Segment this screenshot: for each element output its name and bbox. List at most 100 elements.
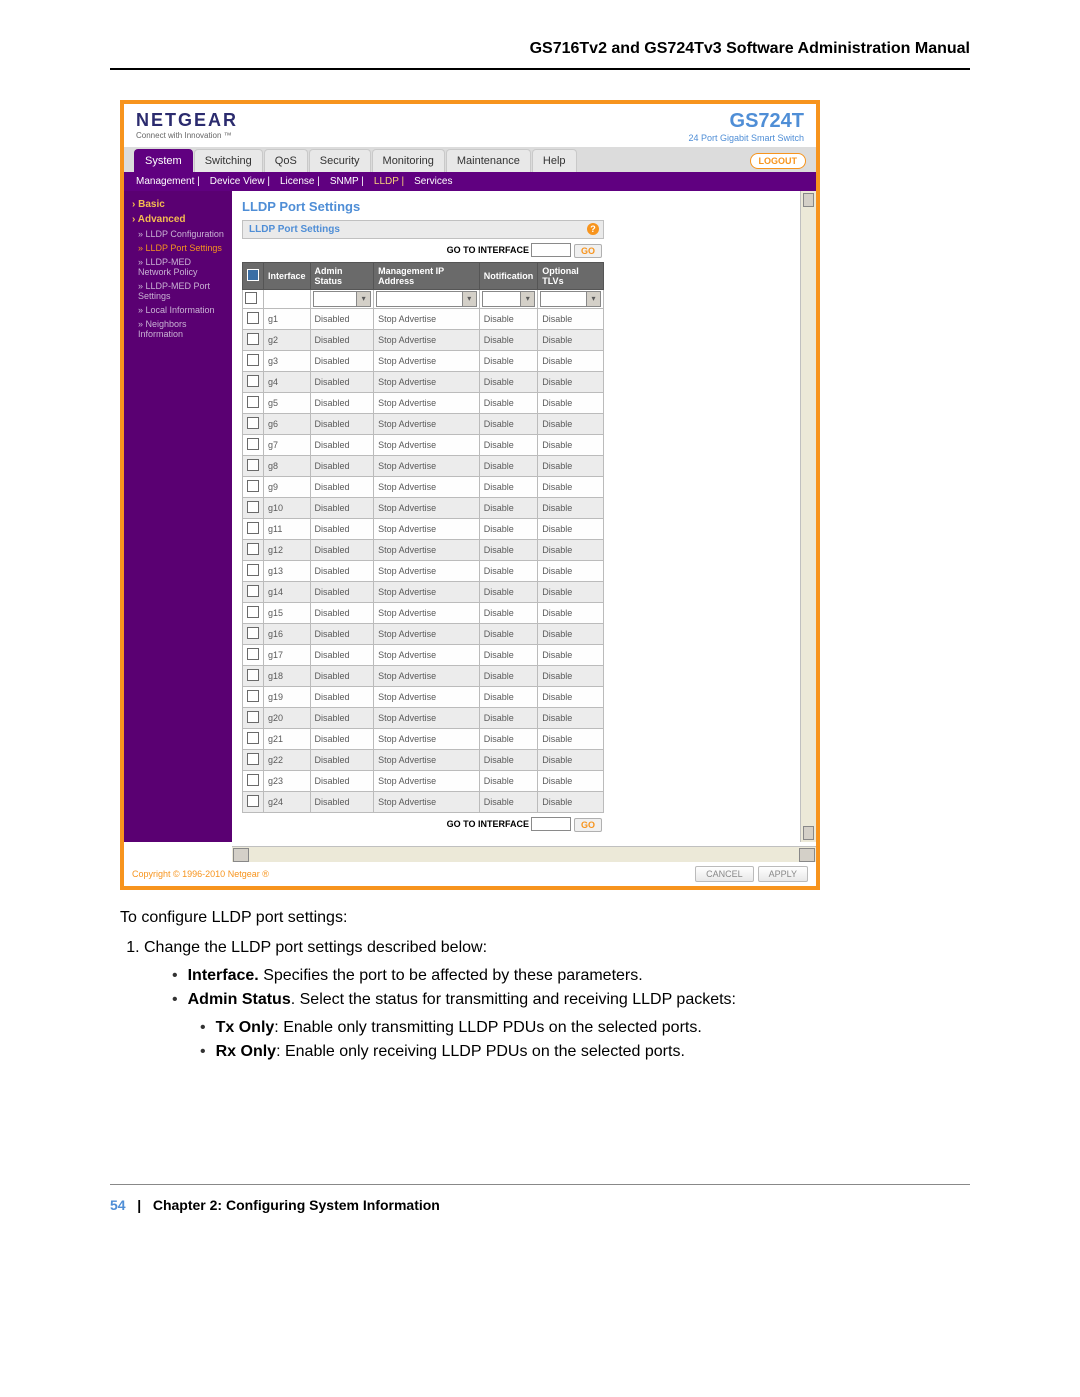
column-header bbox=[243, 262, 264, 289]
tab-help[interactable]: Help bbox=[532, 149, 577, 172]
logout-button[interactable]: LOGOUT bbox=[750, 153, 807, 169]
row-checkbox[interactable] bbox=[247, 627, 259, 639]
row-checkbox[interactable] bbox=[247, 753, 259, 765]
sidebar-section[interactable]: › Basic bbox=[124, 197, 232, 212]
subtab-device-view[interactable]: Device View | bbox=[210, 176, 270, 187]
column-header: Management IP Address bbox=[374, 262, 480, 289]
subtab-management[interactable]: Management | bbox=[136, 176, 200, 187]
filter-select[interactable]: ▾ bbox=[540, 291, 601, 307]
row-checkbox[interactable] bbox=[247, 795, 259, 807]
sidebar-item[interactable]: » LLDP-MED Network Policy bbox=[124, 255, 232, 279]
subtab-lldp[interactable]: LLDP | bbox=[374, 176, 404, 187]
column-header: Admin Status bbox=[310, 262, 374, 289]
model-block: GS724T 24 Port Gigabit Smart Switch bbox=[688, 110, 804, 143]
row-checkbox[interactable] bbox=[247, 438, 259, 450]
row-checkbox[interactable] bbox=[247, 669, 259, 681]
doc-header: GS716Tv2 and GS724Tv3 Software Administr… bbox=[110, 40, 970, 70]
sidebar-item[interactable]: » Local Information bbox=[124, 303, 232, 317]
cancel-button[interactable]: CANCEL bbox=[695, 866, 754, 882]
row-checkbox[interactable] bbox=[247, 333, 259, 345]
table-row: g17DisabledStop AdvertiseDisableDisable bbox=[243, 644, 604, 665]
main-panel: LLDP Port Settings LLDP Port Settings ? … bbox=[232, 191, 800, 841]
row-checkbox[interactable] bbox=[247, 732, 259, 744]
row-checkbox[interactable] bbox=[247, 459, 259, 471]
table-row: g5DisabledStop AdvertiseDisableDisable bbox=[243, 392, 604, 413]
goto-input-top[interactable] bbox=[531, 243, 571, 257]
sidebar-item[interactable]: » LLDP Port Settings bbox=[124, 241, 232, 255]
select-all-checkbox[interactable] bbox=[247, 269, 259, 281]
go-button-top[interactable]: GO bbox=[574, 244, 602, 258]
column-header: Interface bbox=[264, 262, 311, 289]
filter-select[interactable]: ▾ bbox=[313, 291, 372, 307]
brand-block: NETGEAR Connect with Innovation ™ bbox=[136, 110, 238, 140]
table-row: g24DisabledStop AdvertiseDisableDisable bbox=[243, 791, 604, 812]
table-row: g19DisabledStop AdvertiseDisableDisable bbox=[243, 686, 604, 707]
row-checkbox[interactable] bbox=[247, 354, 259, 366]
row-checkbox[interactable] bbox=[247, 312, 259, 324]
model-name: GS724T bbox=[688, 110, 804, 133]
instructions: To configure LLDP port settings: Change … bbox=[110, 906, 970, 1064]
row-checkbox[interactable] bbox=[247, 522, 259, 534]
tab-monitoring[interactable]: Monitoring bbox=[372, 149, 445, 172]
row-checkbox[interactable] bbox=[247, 585, 259, 597]
row-checkbox[interactable] bbox=[245, 292, 257, 304]
row-checkbox[interactable] bbox=[247, 564, 259, 576]
subtab-snmp[interactable]: SNMP | bbox=[330, 176, 364, 187]
table-row: g12DisabledStop AdvertiseDisableDisable bbox=[243, 539, 604, 560]
row-checkbox[interactable] bbox=[247, 774, 259, 786]
sidebar-item[interactable]: » Neighbors Information bbox=[124, 317, 232, 341]
main-tabbar: SystemSwitchingQoSSecurityMonitoringMain… bbox=[124, 147, 816, 172]
table-row: g15DisabledStop AdvertiseDisableDisable bbox=[243, 602, 604, 623]
goto-interface-top: GO TO INTERFACE GO bbox=[242, 239, 604, 262]
apply-button[interactable]: APPLY bbox=[758, 866, 808, 882]
row-checkbox[interactable] bbox=[247, 648, 259, 660]
row-checkbox[interactable] bbox=[247, 417, 259, 429]
row-checkbox[interactable] bbox=[247, 480, 259, 492]
table-row: g20DisabledStop AdvertiseDisableDisable bbox=[243, 707, 604, 728]
column-header: Notification bbox=[479, 262, 538, 289]
help-icon[interactable]: ? bbox=[587, 223, 599, 235]
row-checkbox[interactable] bbox=[247, 501, 259, 513]
sub-tabbar: Management | Device View | License | SNMP |… bbox=[124, 172, 816, 191]
table-row: g16DisabledStop AdvertiseDisableDisable bbox=[243, 623, 604, 644]
horizontal-scrollbar[interactable] bbox=[232, 846, 816, 862]
tab-system[interactable]: System bbox=[134, 149, 193, 172]
subtab-license[interactable]: License | bbox=[280, 176, 320, 187]
table-row: g6DisabledStop AdvertiseDisableDisable bbox=[243, 413, 604, 434]
table-row: g10DisabledStop AdvertiseDisableDisable bbox=[243, 497, 604, 518]
table-row: g4DisabledStop AdvertiseDisableDisable bbox=[243, 371, 604, 392]
go-button-bottom[interactable]: GO bbox=[574, 818, 602, 832]
table-row: g2DisabledStop AdvertiseDisableDisable bbox=[243, 329, 604, 350]
goto-interface-bottom: GO TO INTERFACE GO bbox=[242, 813, 604, 836]
table-row: g9DisabledStop AdvertiseDisableDisable bbox=[243, 476, 604, 497]
table-row: g11DisabledStop AdvertiseDisableDisable bbox=[243, 518, 604, 539]
row-checkbox[interactable] bbox=[247, 543, 259, 555]
row-checkbox[interactable] bbox=[247, 375, 259, 387]
subtab-services[interactable]: Services bbox=[414, 176, 452, 187]
sidebar-item[interactable]: » LLDP-MED Port Settings bbox=[124, 279, 232, 303]
copyright: Copyright © 1996-2010 Netgear ® bbox=[132, 869, 269, 879]
tab-qos[interactable]: QoS bbox=[264, 149, 308, 172]
tab-security[interactable]: Security bbox=[309, 149, 371, 172]
filter-select[interactable]: ▾ bbox=[376, 291, 477, 307]
table-row: g21DisabledStop AdvertiseDisableDisable bbox=[243, 728, 604, 749]
filter-select[interactable]: ▾ bbox=[482, 291, 536, 307]
table-row: g18DisabledStop AdvertiseDisableDisable bbox=[243, 665, 604, 686]
brand-name: NETGEAR bbox=[136, 110, 238, 131]
sidebar: › Basic› Advanced» LLDP Configuration» L… bbox=[124, 191, 232, 841]
table-row: g1DisabledStop AdvertiseDisableDisable bbox=[243, 308, 604, 329]
table-row: g22DisabledStop AdvertiseDisableDisable bbox=[243, 749, 604, 770]
sidebar-section[interactable]: › Advanced bbox=[124, 212, 232, 227]
column-header: Optional TLVs bbox=[538, 262, 604, 289]
row-checkbox[interactable] bbox=[247, 606, 259, 618]
goto-input-bottom[interactable] bbox=[531, 817, 571, 831]
tab-maintenance[interactable]: Maintenance bbox=[446, 149, 531, 172]
doc-footer: 54 | Chapter 2: Configuring System Infor… bbox=[110, 1184, 970, 1213]
brand-tagline: Connect with Innovation ™ bbox=[136, 131, 238, 140]
row-checkbox[interactable] bbox=[247, 711, 259, 723]
tab-switching[interactable]: Switching bbox=[194, 149, 263, 172]
row-checkbox[interactable] bbox=[247, 396, 259, 408]
sidebar-item[interactable]: » LLDP Configuration bbox=[124, 227, 232, 241]
vertical-scrollbar[interactable] bbox=[800, 191, 816, 841]
row-checkbox[interactable] bbox=[247, 690, 259, 702]
